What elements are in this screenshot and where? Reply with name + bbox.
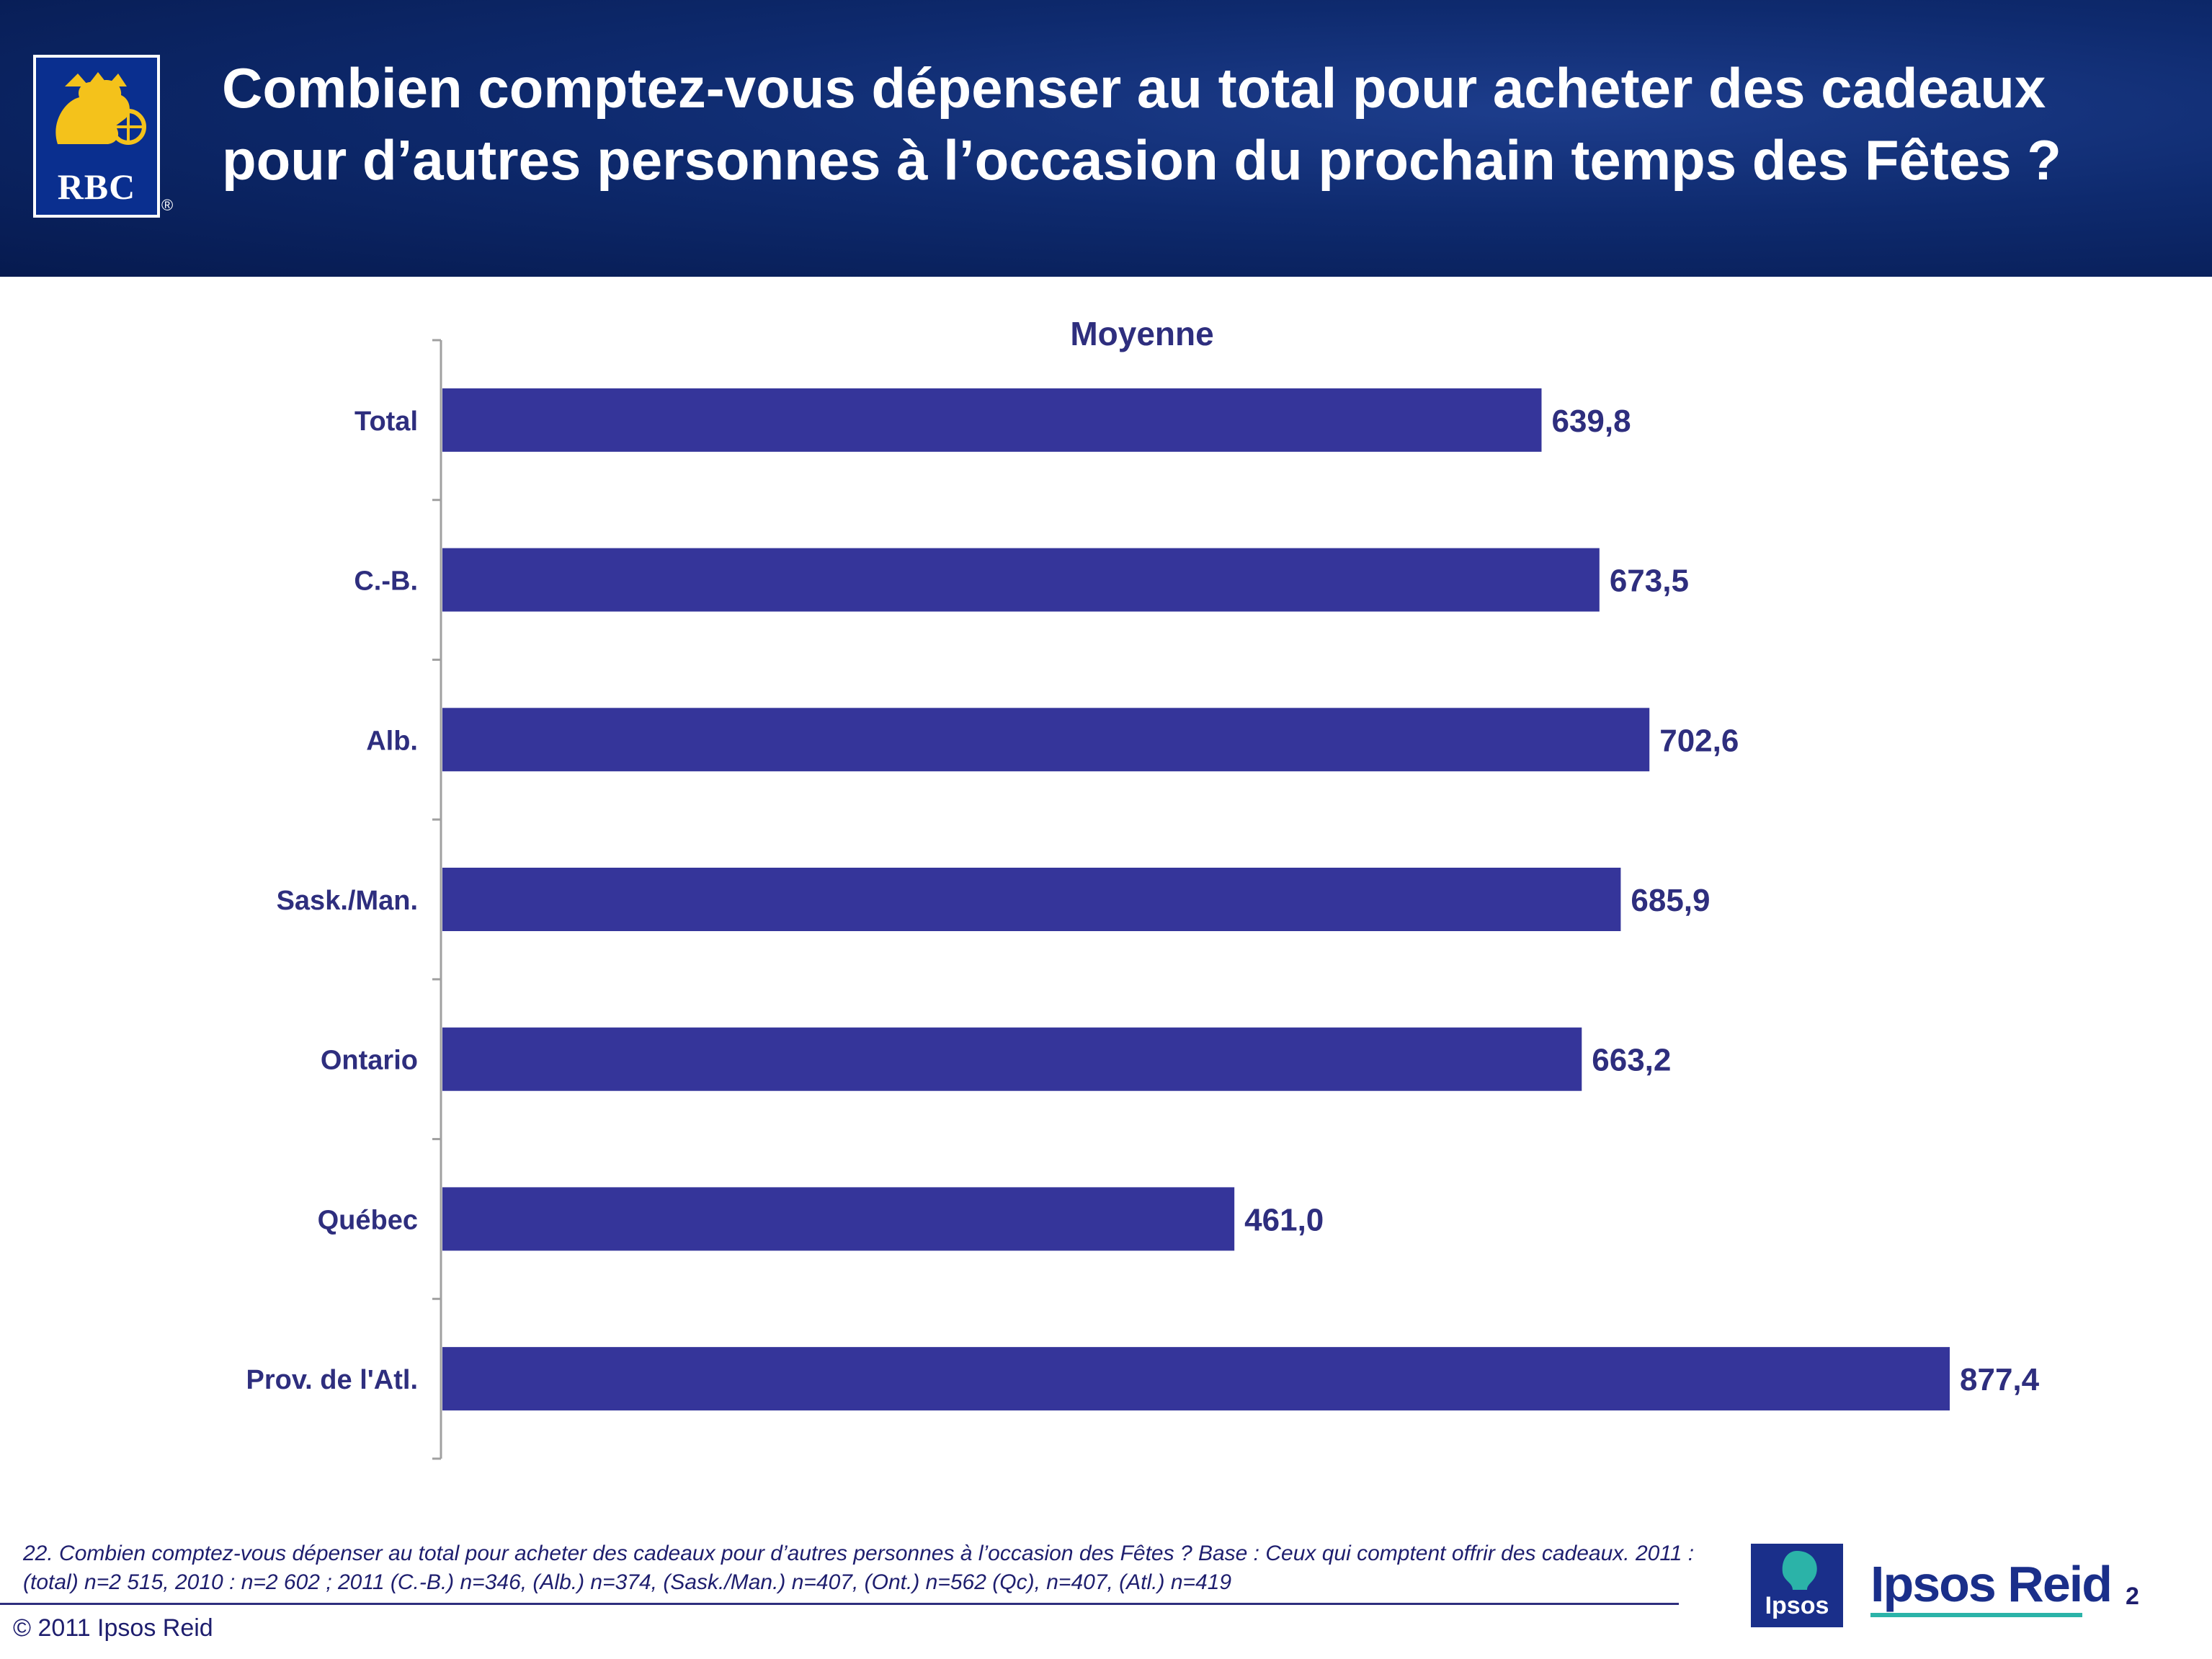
value-label: 685,9: [1631, 883, 1710, 918]
bar: [442, 388, 1542, 452]
slide-title: Combien comptez-vous dépenser au total p…: [222, 56, 2061, 192]
copyright-text: © 2011 Ipsos Reid: [13, 1614, 213, 1642]
page-number: 2: [2126, 1583, 2139, 1610]
category-label: Total: [354, 406, 418, 437]
value-label: 877,4: [1960, 1362, 2040, 1397]
ipsos-underline: [1870, 1613, 2082, 1617]
category-label: Québec: [318, 1205, 418, 1235]
category-label: Sask./Man.: [277, 886, 418, 916]
bar: [442, 708, 1650, 772]
ipsos-reid-wordmark: Ipsos Reid: [1870, 1556, 2113, 1612]
ipsos-logo-text: Ipsos: [1765, 1592, 1829, 1619]
bar: [442, 548, 1600, 612]
category-label: Prov. de l'Atl.: [246, 1365, 418, 1395]
value-label: 639,8: [1551, 404, 1631, 439]
registered-mark: ®: [161, 196, 174, 214]
value-label: 673,5: [1610, 564, 1689, 599]
bar: [442, 1187, 1235, 1251]
value-label: 663,2: [1592, 1043, 1671, 1078]
rbc-lion-emblem: [55, 72, 146, 145]
footer-divider: [0, 1603, 1679, 1605]
slide-header: RBC ® Combien comptez-vous dépenser au t…: [0, 0, 2212, 277]
category-label: C.-B.: [354, 566, 418, 597]
footnote: 22. Combien comptez-vous dépenser au tot…: [23, 1542, 1695, 1594]
category-label: Alb.: [366, 726, 418, 756]
ipsos-logo: Ipsos: [1751, 1544, 1843, 1627]
bar: [442, 1347, 1950, 1411]
rbc-logo-text: RBC: [57, 166, 136, 207]
category-label: Ontario: [321, 1046, 418, 1076]
chart-title: Moyenne: [1070, 315, 1214, 352]
value-label: 702,6: [1659, 723, 1739, 758]
rbc-logo: RBC: [33, 55, 160, 218]
value-label: 461,0: [1244, 1202, 1324, 1237]
bar: [442, 1027, 1582, 1091]
ipsos-head-icon: [1782, 1551, 1817, 1590]
bar-chart: Total 639,8 C.-B. 673,5 Alb. 702,6 Sask./Man. 6…: [246, 339, 2040, 1460]
bar: [442, 868, 1621, 931]
